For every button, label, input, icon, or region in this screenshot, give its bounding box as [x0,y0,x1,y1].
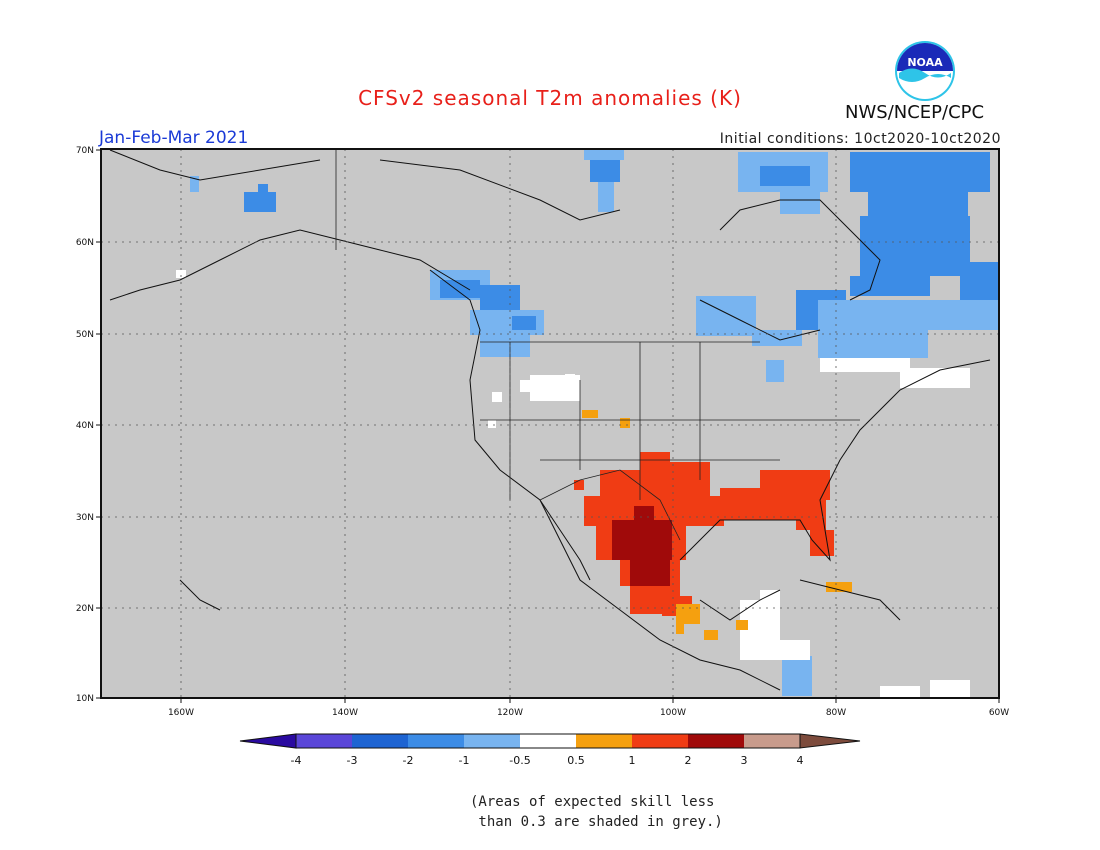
legend-swatch [632,734,688,748]
legend-arrow-high [800,734,860,748]
legend-label: 3 [741,754,748,767]
lat-label: 30N [76,513,94,523]
lon-label: 160W [168,708,194,718]
legend-label: 0.5 [567,754,585,767]
longitude-labels: 160W 140W 120W 100W 80W 60W [168,708,1009,718]
near-normal-cells [176,270,970,698]
legend-swatch [408,734,464,748]
map-frame [100,148,1000,699]
lat-label: 40N [76,421,94,431]
legend-label: -3 [347,754,358,767]
legend-swatch [688,734,744,748]
legend-swatch [464,734,520,748]
legend-labels: -4 -3 -2 -1 -0.5 0.5 1 2 3 4 [291,754,804,767]
lon-label: 60W [989,708,1009,718]
initial-conditions: Initial conditions: 10ct2020-10ct2020 [719,131,1001,147]
map-background [101,149,999,698]
legend-label: 4 [797,754,804,767]
legend-arrow-low [240,734,296,748]
legend-label: -1 [459,754,470,767]
political-borders [335,150,860,541]
axis-ticks [96,149,1000,703]
agency-label: NWS/NCEP/CPC [845,102,985,123]
legend-label: -4 [291,754,302,767]
latitude-labels: 70N 60N 50N 40N 30N 20N 10N [76,146,94,704]
lon-label: 100W [660,708,686,718]
legend-swatch [352,734,408,748]
anomaly-map: 70N 60N 50N 40N 30N 20N 10N 160W 140W 12… [76,146,1009,718]
legend-swatch [744,734,800,748]
coastlines [109,149,991,691]
lon-label: 80W [826,708,846,718]
lat-label: 20N [76,604,94,614]
legend-swatch [520,734,576,748]
warm-anomaly-cells [574,410,852,640]
logo-text: NOAA [907,56,943,69]
legend-label: 1 [629,754,636,767]
lon-label: 120W [497,708,523,718]
lat-label: 50N [76,330,94,340]
chart-title: CFSv2 seasonal T2m anomalies (K) [358,86,742,110]
color-legend: -4 -3 -2 -1 -0.5 0.5 1 2 3 4 [239,733,861,767]
legend-label: 2 [685,754,692,767]
footnote-line-2: than 0.3 are shaded in grey.) [470,814,723,830]
forecast-period: Jan-Feb-Mar 2021 [99,128,249,148]
lat-label: 10N [76,694,94,704]
lat-label: 60N [76,238,94,248]
skill-footnote: (Areas of expected skill less than 0.3 a… [470,792,723,832]
legend-swatch [576,734,632,748]
footnote-line-1: (Areas of expected skill less [470,794,715,810]
strong-warm-cells [612,506,672,586]
graticule [101,149,999,698]
legend-label: -0.5 [509,754,530,767]
lon-label: 140W [332,708,358,718]
noaa-logo: NOAA [895,41,955,101]
legend-swatch [296,734,352,748]
legend-label: -2 [403,754,414,767]
lat-label: 70N [76,146,94,156]
